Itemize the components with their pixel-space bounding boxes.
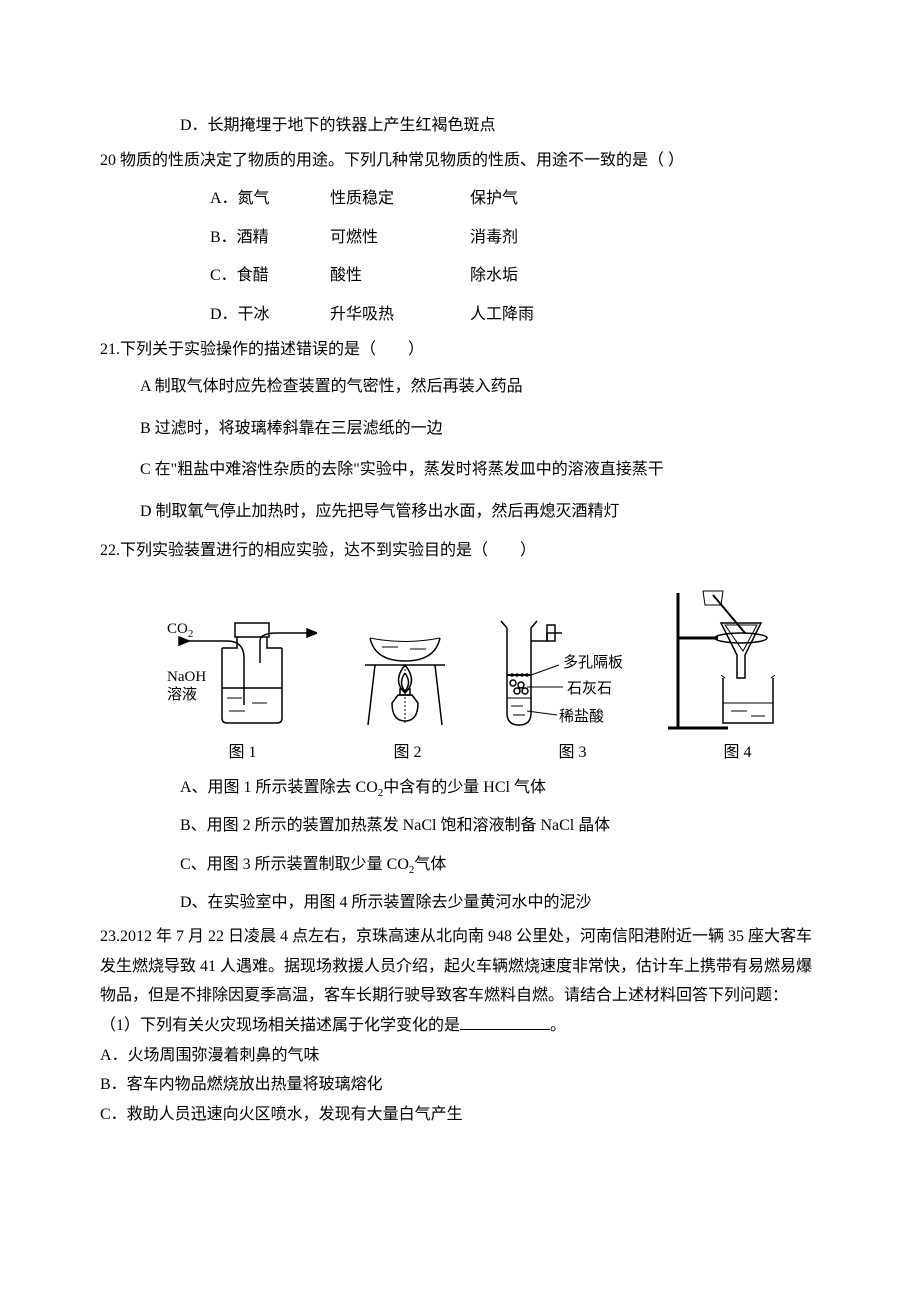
diagram-3: 多孔隔板 石灰石 稀盐酸 bbox=[487, 603, 657, 733]
q22-option-b: B、用图 2 所示的装置加热蒸发 NaCl 饱和溶液制备 NaCl 晶体 bbox=[100, 807, 820, 845]
q20-row-c: C．食醋 酸性 除水垢 bbox=[210, 257, 820, 295]
q23-option-a: A．火场周围弥漫着刺鼻的气味 bbox=[100, 1041, 820, 1071]
diag3-plate: 多孔隔板 bbox=[563, 653, 623, 671]
q21-stem: 21.下列关于实验操作的描述错误的是（ ） bbox=[100, 334, 820, 366]
q20-a-use: 保护气 bbox=[470, 180, 610, 218]
q19-option-d: D．长期掩埋于地下的铁器上产生红褐色斑点 bbox=[100, 110, 820, 142]
q21-option-d: D 制取氧气停止加热时，应先把导气管移出水面，然后再熄灭酒精灯 bbox=[100, 491, 820, 533]
q22-option-c: C、用图 3 所示装置制取少量 CO2气体 bbox=[100, 846, 820, 884]
diagram-4 bbox=[657, 583, 820, 733]
q20-d-use: 人工降雨 bbox=[470, 296, 610, 334]
q22-stem: 22.下列实验装置进行的相应实验，达不到实验目的是（ ） bbox=[100, 532, 820, 570]
q20-c-label: C．食醋 bbox=[210, 257, 330, 295]
diag1-naoh: NaOH bbox=[167, 669, 206, 685]
q22-captions: 图 1 图 2 图 3 图 4 bbox=[160, 737, 820, 769]
q20-d-prop: 升华吸热 bbox=[330, 296, 470, 334]
q20-options: A．氮气 性质稳定 保护气 B．酒精 可燃性 消毒剂 C．食醋 酸性 除水垢 D… bbox=[100, 180, 820, 334]
q20-b-use: 消毒剂 bbox=[470, 219, 610, 257]
q20-c-prop: 酸性 bbox=[330, 257, 470, 295]
q20-b-label: B．酒精 bbox=[210, 219, 330, 257]
q22-option-d: D、在实验室中，用图 4 所示装置除去少量黄河水中的泥沙 bbox=[100, 884, 820, 922]
caption-4: 图 4 bbox=[655, 737, 820, 769]
q21-option-a: A 制取气体时应先检查装置的气密性，然后再装入药品 bbox=[100, 366, 820, 408]
q20-row-b: B．酒精 可燃性 消毒剂 bbox=[210, 219, 820, 257]
q22-option-a: A、用图 1 所示装置除去 CO2中含有的少量 HCl 气体 bbox=[100, 769, 820, 807]
caption-2: 图 2 bbox=[325, 737, 490, 769]
caption-3: 图 3 bbox=[490, 737, 655, 769]
diagram-2 bbox=[323, 603, 486, 733]
q20-d-label: D．干冰 bbox=[210, 296, 330, 334]
q21-option-b: B 过滤时，将玻璃棒斜靠在三层滤纸的一边 bbox=[100, 408, 820, 450]
q20-a-label: A．氮气 bbox=[210, 180, 330, 218]
q23-option-b: B．客车内物品燃烧放出热量将玻璃熔化 bbox=[100, 1070, 820, 1100]
blank-input[interactable] bbox=[460, 1013, 550, 1030]
q20-row-d: D．干冰 升华吸热 人工降雨 bbox=[210, 296, 820, 334]
q23-part1: （1）下列有关火灾现场相关描述属于化学变化的是。 bbox=[100, 1011, 820, 1041]
q20-row-a: A．氮气 性质稳定 保护气 bbox=[210, 180, 820, 218]
diagram-1: CO2 NaOH 溶液 bbox=[160, 603, 323, 733]
q20-a-prop: 性质稳定 bbox=[330, 180, 470, 218]
q20-b-prop: 可燃性 bbox=[330, 219, 470, 257]
q22-diagrams: CO2 NaOH 溶液 bbox=[160, 583, 820, 733]
q23-option-c: C．救助人员迅速向火区喷水，发现有大量白气产生 bbox=[100, 1100, 820, 1130]
q20-c-use: 除水垢 bbox=[470, 257, 610, 295]
diag3-acid: 稀盐酸 bbox=[559, 708, 604, 725]
q21-option-c: C 在"粗盐中难溶性杂质的去除"实验中，蒸发时将蒸发皿中的溶液直接蒸干 bbox=[100, 449, 820, 491]
q20-stem: 20 物质的性质决定了物质的用途。下列几种常见物质的性质、用途不一致的是（ ） bbox=[100, 142, 820, 180]
q23-stem: 23.2012 年 7 月 22 日凌晨 4 点左右，京珠高速从北向南 948 … bbox=[100, 922, 820, 1011]
caption-1: 图 1 bbox=[160, 737, 325, 769]
diag3-stone: 石灰石 bbox=[567, 680, 612, 697]
diag1-sol: 溶液 bbox=[167, 686, 197, 703]
